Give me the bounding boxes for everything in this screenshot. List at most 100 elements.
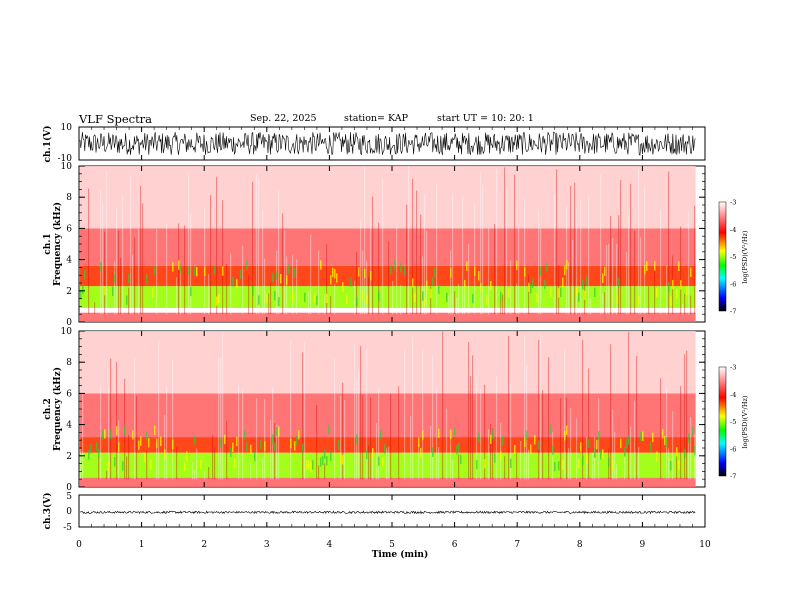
- spectrogram-streak: [356, 251, 358, 315]
- spectrogram-burst: [564, 431, 566, 441]
- spectrogram-burst: [616, 293, 618, 304]
- spectrogram-streak: [258, 178, 260, 315]
- spectrogram-burst: [364, 268, 366, 279]
- spectrogram-streak: [626, 252, 628, 315]
- spectrogram-streak: [684, 293, 686, 315]
- time-tick-label: 9: [640, 540, 646, 550]
- spectrogram-burst: [458, 442, 460, 453]
- spectrogram-burst: [432, 276, 434, 287]
- spectrogram-burst: [214, 264, 216, 275]
- spectrogram-streak: [282, 213, 284, 315]
- spectrogram-streak: [648, 286, 650, 315]
- spectrogram-burst: [90, 444, 92, 454]
- spectrogram-burst: [662, 429, 664, 439]
- spectrogram-burst: [292, 292, 294, 302]
- spectrogram-burst: [608, 457, 610, 467]
- spectrogram-burst: [640, 432, 642, 442]
- spectrogram-streak: [376, 422, 378, 480]
- spectrogram-streak: [324, 463, 326, 480]
- spectrogram-burst: [316, 295, 318, 306]
- spectrogram-streak: [570, 185, 572, 315]
- spectrogram-streak: [318, 465, 320, 480]
- spectrogram-burst: [332, 267, 334, 278]
- spectrogram-burst: [652, 432, 654, 443]
- ch3-waveform-panel: 5 0 -5 ch.3(V): [42, 492, 706, 533]
- spectrogram-burst: [154, 265, 156, 275]
- spectrogram-band: [80, 228, 696, 266]
- spectrogram-burst: [258, 295, 260, 305]
- spectrogram-burst: [350, 277, 352, 287]
- spectrogram-streak: [542, 390, 544, 480]
- spectrogram-streak: [184, 225, 186, 315]
- spectrogram-streak: [668, 448, 670, 480]
- spectrogram-burst: [362, 291, 364, 301]
- spectrogram-burst: [524, 267, 526, 277]
- spectrogram-burst: [138, 440, 140, 450]
- spectrogram-burst: [340, 454, 342, 465]
- spectrogram-burst: [334, 268, 336, 279]
- spectrogram-streak: [362, 250, 364, 315]
- spectrogram-streak: [164, 415, 166, 480]
- spectrogram-burst: [358, 267, 360, 277]
- spectrogram-burst: [104, 429, 106, 439]
- spectrogram-streak: [110, 358, 112, 480]
- spectrogram-burst: [320, 457, 322, 467]
- spectrogram-burst: [204, 266, 206, 277]
- spectrogram-burst: [582, 280, 584, 290]
- spectrogram-streak: [422, 256, 424, 315]
- spectrogram-burst: [216, 296, 218, 306]
- spectrogram-streak: [226, 264, 228, 315]
- spectrogram-burst: [460, 454, 462, 465]
- spectrogram-streak: [362, 395, 364, 480]
- colorbar-tick-label: -4: [730, 391, 736, 399]
- ch3-waveform-ylabel: ch.3(V): [42, 493, 53, 530]
- spectrogram-burst: [558, 288, 560, 298]
- spectrogram-burst: [144, 452, 146, 462]
- spectrogram-burst: [422, 291, 424, 301]
- ch1-ytick-top: 10: [61, 123, 73, 133]
- spectrogram-streak: [222, 200, 224, 315]
- spectrogram-streak: [606, 245, 608, 315]
- spectrogram-burst: [114, 457, 116, 467]
- spectrogram-streak: [334, 358, 336, 480]
- spectrogram-streak: [450, 437, 452, 480]
- spectrogram-streak: [116, 362, 118, 480]
- spectrogram-streak: [192, 462, 194, 480]
- spectrogram-streak: [644, 185, 646, 315]
- spectrogram-streak: [138, 228, 140, 315]
- spectrogram-streak: [208, 274, 210, 315]
- spectrogram-burst: [280, 274, 282, 284]
- spectrogram-burst: [104, 286, 106, 296]
- spectrogram-burst: [118, 442, 120, 452]
- spectrogram-burst: [502, 435, 504, 446]
- spectrogram-burst: [230, 447, 232, 458]
- spectrogram-burst: [326, 456, 328, 466]
- spectrogram-streak: [452, 193, 454, 315]
- spectrogram-streak: [638, 446, 640, 480]
- spectrogram-streak: [430, 286, 432, 315]
- ch1-colorbar: [718, 201, 727, 312]
- spectrogram-streak: [102, 203, 104, 315]
- spectrogram-burst: [516, 260, 518, 270]
- spectrogram-streak: [588, 368, 590, 480]
- spectrogram-streak: [436, 182, 438, 315]
- spectrogram-burst: [288, 264, 290, 274]
- spectrogram-streak: [568, 448, 570, 480]
- spectrogram-streak: [360, 346, 362, 480]
- spectrogram-streak: [142, 203, 144, 315]
- spectrogram-burst: [490, 434, 492, 444]
- spectrogram-streak: [396, 227, 398, 315]
- spectrogram-burst: [420, 447, 422, 458]
- spectrogram-streak: [540, 334, 542, 480]
- spectrogram-burst: [654, 261, 656, 271]
- spectrogram-burst: [412, 278, 414, 288]
- spectrogram-burst: [692, 426, 694, 436]
- spectrogram-streak: [94, 302, 96, 315]
- spectrogram-streak: [172, 359, 174, 480]
- frequency-tick-label: 6: [66, 224, 72, 234]
- spectrogram-burst: [546, 262, 548, 273]
- spectrogram-streak: [158, 340, 160, 480]
- spectrogram-streak: [464, 283, 466, 315]
- spectrogram-burst: [298, 430, 300, 440]
